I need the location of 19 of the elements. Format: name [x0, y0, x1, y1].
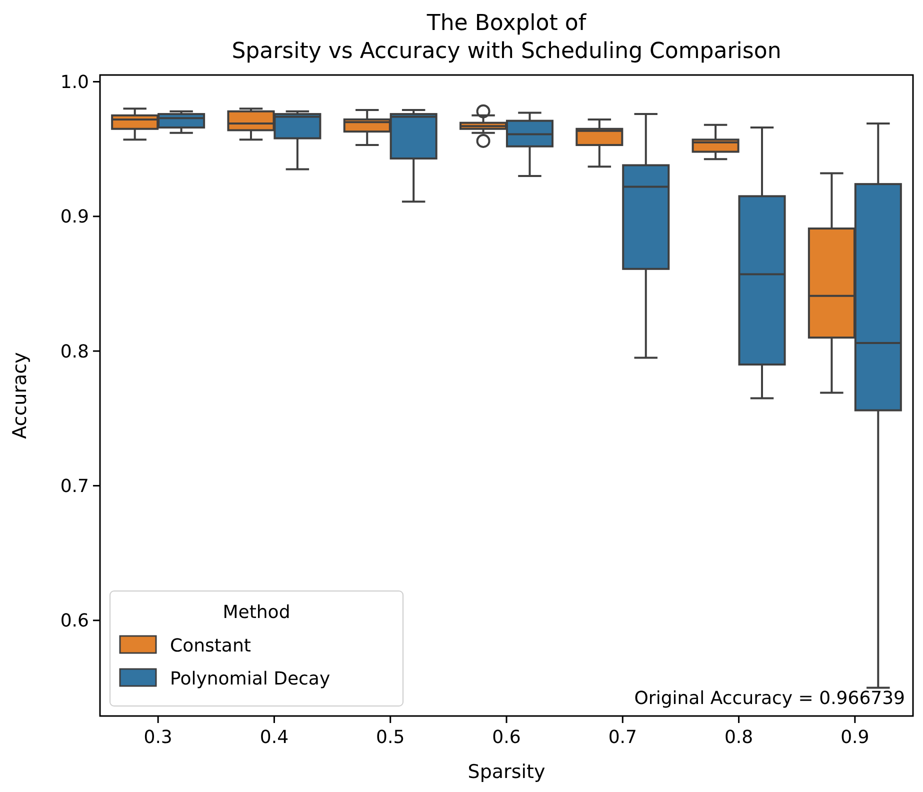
legend-label: Polynomial Decay	[170, 668, 330, 690]
x-axis-title: Sparsity	[468, 761, 546, 783]
annotation: Original Accuracy = 0.966739	[634, 688, 905, 709]
y-tick-label: 0.8	[60, 341, 89, 362]
x-tick-label: 0.3	[144, 727, 172, 748]
y-tick-label: 0.6	[60, 610, 89, 632]
x-tick-label: 0.8	[724, 727, 754, 748]
legend-label: Constant	[170, 635, 251, 656]
x-tick-label: 0.9	[840, 727, 870, 748]
x-tick-label: 0.5	[376, 727, 405, 748]
legend-title: Method	[222, 602, 290, 623]
y-tick-label: 0.9	[60, 206, 89, 228]
x-tick-label: 0.6	[492, 727, 521, 748]
y-tick-label: 1.0	[60, 72, 89, 94]
y-axis-title: Accuracy	[9, 352, 31, 439]
y-tick-label: 0.7	[60, 476, 89, 498]
x-tick-label: 0.4	[260, 727, 289, 748]
chart-title: The Boxplot of Sparsity vs Accuracy with Scheduling Comparison	[232, 11, 782, 64]
x-tick-label: 0.7	[608, 727, 637, 748]
